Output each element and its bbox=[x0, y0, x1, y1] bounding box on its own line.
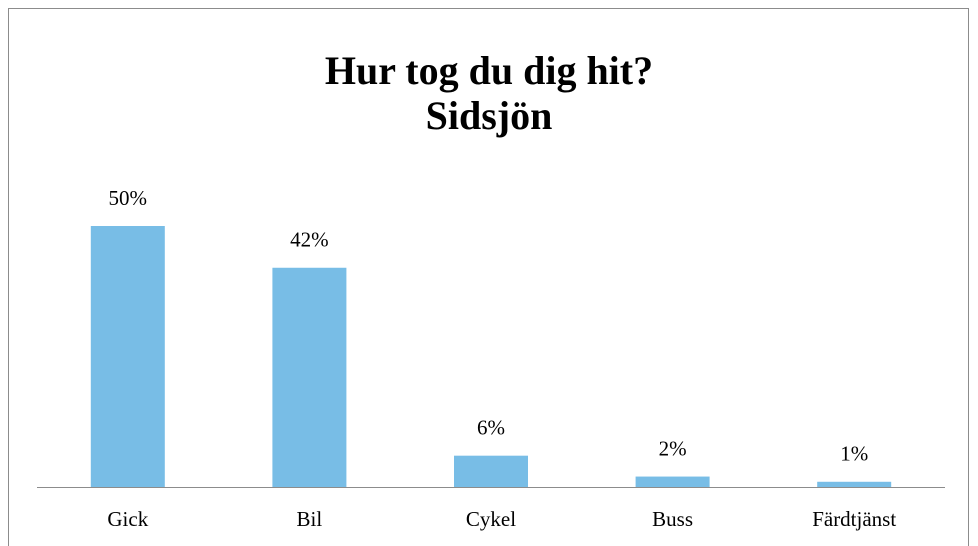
value-label: 50% bbox=[109, 186, 148, 210]
bar bbox=[90, 226, 165, 487]
bar bbox=[454, 455, 528, 487]
value-label: 42% bbox=[290, 228, 329, 252]
chart-title: Hur tog du dig hit? bbox=[325, 48, 653, 93]
x-tick-label: Färdtjänst bbox=[812, 507, 896, 531]
x-tick-label: Buss bbox=[652, 507, 693, 531]
bar bbox=[817, 481, 892, 487]
bar bbox=[272, 267, 347, 487]
value-label: 1% bbox=[840, 442, 868, 466]
bar bbox=[635, 476, 710, 487]
chart-border bbox=[8, 8, 969, 546]
value-label: 6% bbox=[477, 415, 505, 439]
value-label: 2% bbox=[659, 436, 687, 460]
x-tick-label: Gick bbox=[107, 507, 148, 531]
x-tick-label: Cykel bbox=[466, 507, 516, 531]
x-tick-label: Bil bbox=[297, 507, 323, 531]
chart-subtitle: Sidsjön bbox=[426, 93, 553, 138]
